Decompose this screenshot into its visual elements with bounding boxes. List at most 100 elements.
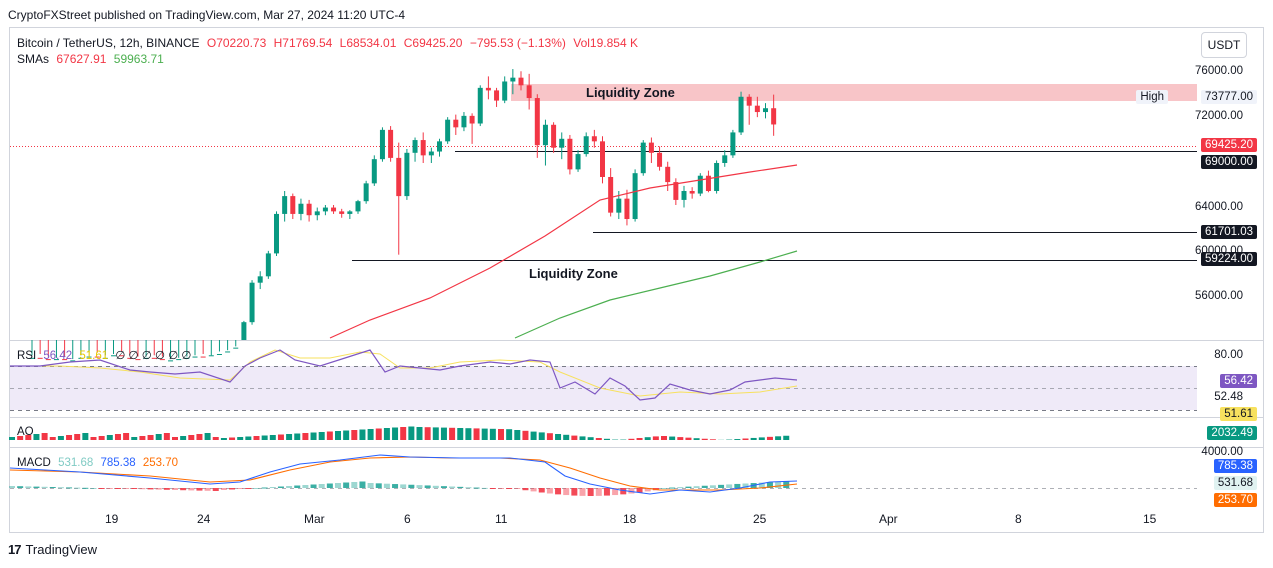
candle-body bbox=[347, 211, 353, 214]
macd-bar bbox=[25, 486, 32, 488]
macd-bar bbox=[286, 486, 293, 488]
candle-body bbox=[681, 191, 687, 200]
macd-bar bbox=[131, 488, 138, 489]
ao-bar bbox=[783, 435, 790, 440]
macd-bar bbox=[498, 488, 504, 489]
price-tick-72000: 72000.00 bbox=[1195, 110, 1243, 122]
volume-value: Vol19.854 K bbox=[573, 36, 638, 50]
ao-bar bbox=[9, 437, 15, 440]
candle-body bbox=[420, 140, 426, 156]
macd-bar bbox=[237, 488, 244, 489]
candle-body bbox=[184, 357, 190, 359]
ao-bar bbox=[277, 434, 284, 440]
ao-legend[interactable]: AO bbox=[17, 426, 34, 438]
candle-body bbox=[151, 357, 157, 359]
macd-bar bbox=[742, 483, 749, 488]
macd-bar bbox=[57, 487, 64, 489]
open-value: O70220.73 bbox=[206, 36, 267, 50]
ao-bar bbox=[579, 436, 586, 440]
macd-bar bbox=[245, 488, 252, 489]
candle-body bbox=[388, 129, 394, 158]
macd-bar bbox=[139, 488, 146, 490]
ao-bar bbox=[310, 432, 317, 440]
candle-body bbox=[241, 322, 247, 340]
ao-bar bbox=[131, 437, 138, 440]
liquidity-zone-bottom-label: Liquidity Zone bbox=[529, 266, 618, 281]
candle-body bbox=[208, 355, 214, 357]
macd-legend[interactable]: MACD 531.68 785.38 253.70 bbox=[17, 457, 178, 469]
currency-button[interactable]: USDT bbox=[1201, 32, 1247, 58]
ao-bar bbox=[628, 438, 635, 440]
macd-bar bbox=[636, 488, 643, 493]
candle-body bbox=[45, 359, 51, 361]
ao-bar bbox=[587, 437, 594, 440]
tradingview-brand[interactable]: 17 TradingView bbox=[8, 542, 97, 557]
candle-body bbox=[339, 211, 345, 214]
macd-signal-value: 253.70 bbox=[142, 457, 179, 469]
macd-line-value: 785.38 bbox=[100, 457, 136, 469]
candle-body bbox=[86, 356, 92, 358]
macd-histogram bbox=[9, 481, 790, 496]
candle-body bbox=[363, 183, 369, 202]
candle-body bbox=[102, 357, 108, 359]
macd-bar bbox=[506, 488, 513, 489]
ao-bar bbox=[212, 437, 219, 440]
rsi-legend[interactable]: RSI 56.42 51.61 ∅ ∅ ∅ ∅ ∅ ∅ bbox=[17, 348, 191, 362]
ao-bar bbox=[457, 428, 464, 440]
macd-bar bbox=[188, 488, 195, 491]
ao-bar bbox=[302, 433, 309, 440]
macd-bar bbox=[351, 482, 358, 488]
candle-body bbox=[135, 359, 141, 361]
ao-value-tag: 2032.49 bbox=[1207, 426, 1257, 440]
macd-bar bbox=[628, 488, 635, 494]
ao-bar bbox=[449, 427, 456, 440]
tradingview-brand-text: TradingView bbox=[25, 542, 98, 557]
macd-bar bbox=[563, 488, 570, 496]
ao-bar bbox=[57, 436, 64, 440]
candle-body bbox=[754, 105, 760, 113]
macd-bar bbox=[595, 488, 602, 496]
candle-body bbox=[534, 98, 540, 146]
ao-bar bbox=[261, 435, 268, 440]
candle-body bbox=[567, 138, 573, 170]
ao-bar bbox=[17, 436, 24, 440]
macd-label: MACD bbox=[17, 457, 51, 469]
ao-bar bbox=[595, 438, 602, 440]
macd-bar bbox=[718, 484, 725, 488]
macd-bar bbox=[424, 485, 431, 488]
macd-bar bbox=[106, 488, 113, 489]
candle-body bbox=[225, 351, 231, 353]
macd-bar bbox=[343, 482, 350, 488]
ao-bar bbox=[775, 436, 782, 440]
legend-sma[interactable]: SMAs 67627.91 59963.71 bbox=[17, 52, 164, 66]
macd-bar bbox=[766, 482, 773, 488]
ao-bar bbox=[123, 433, 130, 440]
candle-body bbox=[192, 356, 198, 358]
macd-bar bbox=[473, 487, 480, 489]
macd-bar bbox=[155, 488, 162, 490]
x-tick-8: 8 bbox=[1015, 512, 1022, 526]
macd-bar bbox=[522, 488, 529, 491]
ao-bar bbox=[155, 434, 162, 440]
x-tick-11: 11 bbox=[495, 512, 508, 526]
macd-bar bbox=[758, 482, 765, 488]
symbol-title[interactable]: Bitcoin / TetherUS, 12h, BINANCE bbox=[17, 36, 200, 50]
macd-bar bbox=[90, 488, 97, 489]
ao-bar bbox=[473, 428, 480, 440]
macd-bar bbox=[677, 487, 684, 489]
macd-bar bbox=[375, 483, 382, 488]
rsi-line bbox=[10, 349, 798, 401]
ao-bar bbox=[326, 431, 333, 440]
ao-bar bbox=[82, 433, 89, 440]
ao-bar bbox=[318, 432, 325, 440]
candle-body bbox=[575, 154, 581, 170]
ao-bar bbox=[685, 437, 692, 440]
macd-bar bbox=[416, 485, 423, 488]
candle-body bbox=[502, 81, 508, 101]
macd-bar bbox=[620, 488, 627, 495]
ao-bar bbox=[644, 437, 651, 440]
macd-signal-tag: 253.70 bbox=[1213, 493, 1257, 507]
candle-body bbox=[477, 87, 483, 124]
ao-bar bbox=[335, 431, 341, 440]
